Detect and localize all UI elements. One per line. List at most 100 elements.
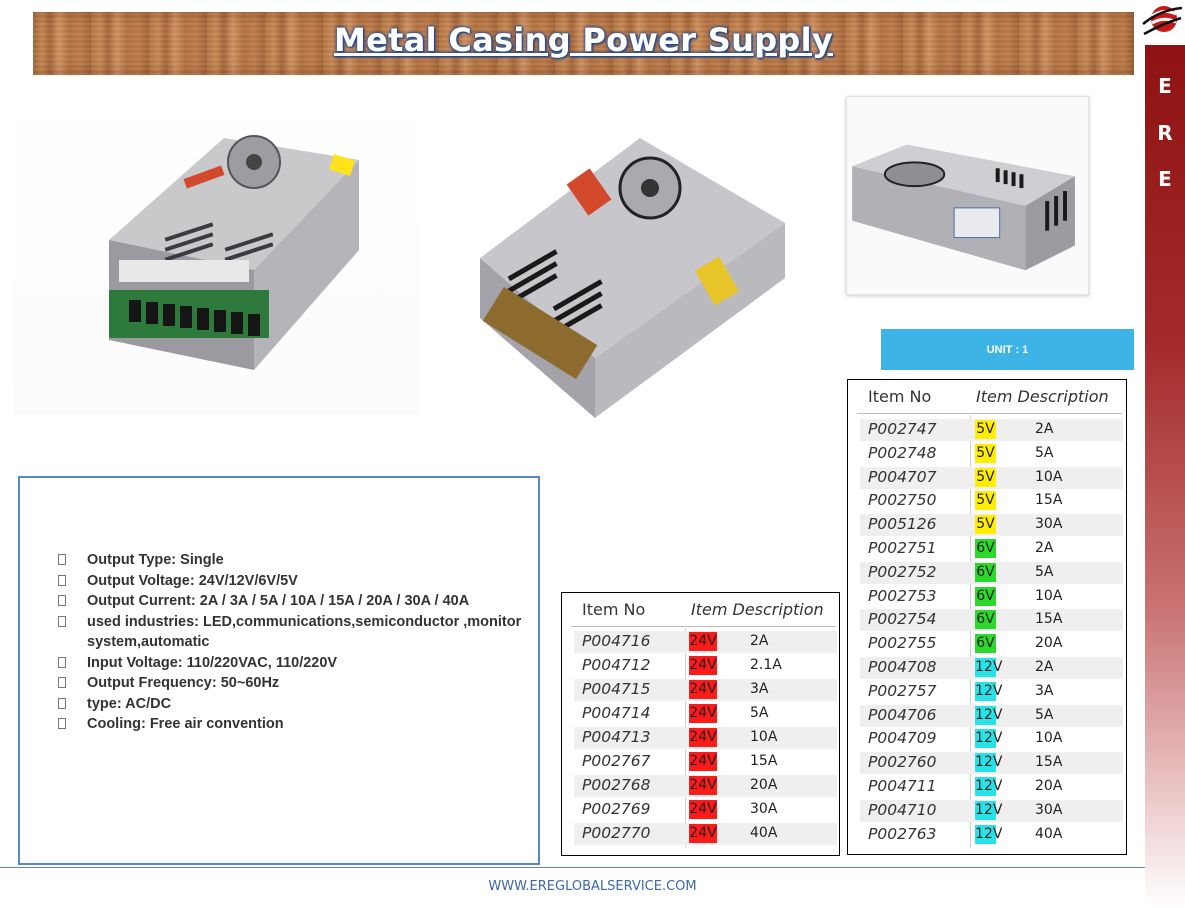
spec-list: Output Type: Single Output Voltage: 24V/… [58,550,528,735]
voltage-badge: 12V [975,800,1003,820]
checkbox-bullet-icon [58,574,66,586]
voltage-badge: 6V [975,610,996,630]
checkbox-bullet-icon [58,595,66,606]
table-row: P004708 12V 2A [848,656,1128,680]
table-row: P002751 6V 2A [848,537,1128,561]
item-number: P002769 [582,800,651,818]
item-number: P002757 [868,681,937,700]
product-photo-1 [14,90,419,415]
voltage-badge: 12V [975,729,1003,749]
voltage-badge: 6V [975,634,996,654]
current-value: 5A [1035,444,1054,461]
power-supply-image [852,144,1075,271]
table-row: P004716 24V 2A [562,630,841,654]
voltage-badge: 5V [975,467,996,487]
item-number: P004710 [868,800,937,819]
checkbox-bullet-icon [58,554,66,565]
item-number: P004714 [582,704,651,722]
item-number: P004716 [582,632,651,650]
voltage-badge: 24V [689,656,717,675]
table-row: P005126 5V 30A [848,513,1128,537]
sidebar-letter: R [1157,121,1173,145]
voltage-badge: 5V [975,491,996,511]
table-row: P004710 12V 30A [848,799,1128,823]
checkbox-bullet-icon [58,615,66,627]
item-number: P004712 [582,656,651,674]
product-table-main: Item No Item Description P002747 5V 2A P002… [847,379,1127,855]
spec-item: Output Current: 2A / 3A / 5A / 10A / 15A… [58,591,528,612]
current-value: 3A [750,681,769,697]
table-row: P002752 6V 5A [848,561,1128,585]
item-number: P002752 [868,562,937,581]
column-header-item-description: Item Description [976,387,1109,406]
current-value: 15A [750,753,778,769]
brand-sidebar: E R E [1145,45,1185,908]
current-value: 5A [1035,706,1054,723]
column-header-item-no: Item No [582,600,646,619]
table-row: P002747 5V 2A [848,418,1128,442]
item-number: P002768 [582,776,651,794]
voltage-badge: 24V [689,680,717,699]
power-supply-image [480,138,785,418]
item-number: P004709 [868,729,937,748]
page-title: Metal Casing Power Supply [333,21,834,59]
footer-url: WWW.EREGLOBALSERVICE.COM [488,879,697,894]
unit-label: UNIT : 1 [881,329,1134,370]
voltage-badge: 12V [975,824,1003,844]
voltage-badge: 24V [689,704,717,723]
current-value: 20A [1035,635,1063,652]
table-row: P004709 12V 10A [848,727,1128,751]
table-header: Item No Item Description [562,593,839,626]
spec-item: Cooling: Free air convention [58,714,528,735]
checkbox-bullet-icon [58,677,66,688]
table-row: P002748 5V 5A [848,442,1128,466]
voltage-badge: 12V [975,658,1003,677]
voltage-badge: 24V [689,776,717,795]
item-number: P002751 [868,539,937,557]
table-row: P002753 6V 10A [848,585,1128,609]
power-supply-image [109,135,359,370]
spec-item: Input Voltage: 110/220VAC, 110/220V [58,653,528,674]
table-row: P002757 12V 3A [848,680,1128,704]
table-row: P004713 24V 10A [562,726,841,750]
item-number: P002750 [868,491,937,510]
current-value: 10A [1035,587,1063,604]
product-photo-3 [846,96,1089,295]
item-number: P002760 [868,753,937,772]
current-value: 30A [1035,801,1063,818]
item-number: P004711 [868,777,937,795]
item-number: P004706 [868,705,937,724]
table-row: P002754 6V 15A [848,608,1128,632]
table-row: P004711 12V 20A [848,775,1128,799]
voltage-badge: 24V [689,752,717,771]
item-number: P002763 [868,824,937,843]
table-row: P004714 24V 5A [562,702,841,726]
voltage-badge: 5V [975,515,996,535]
current-value: 2.1A [750,657,782,673]
current-value: 20A [750,777,778,793]
voltage-badge: 24V [689,632,717,651]
ere-logo-icon [1142,6,1183,36]
header-banner: Metal Casing Power Supply [33,12,1134,75]
item-number: P002767 [582,752,651,770]
voltage-badge: 5V [975,420,996,439]
table-row: P004712 24V 2.1A [562,654,841,678]
specifications-box: Output Type: Single Output Voltage: 24V/… [18,476,540,865]
item-number: P005126 [868,515,937,534]
item-number: P002755 [868,634,937,653]
checkbox-bullet-icon [58,697,66,709]
current-value: 10A [750,729,778,745]
voltage-badge: 5V [975,443,996,463]
product-photo-2 [445,113,835,423]
current-value: 10A [1035,730,1063,747]
voltage-badge: 6V [975,539,996,558]
product-table-24v: Item No Item Description P004716 24V 2A P00… [561,592,840,856]
item-number: P004715 [582,680,651,698]
current-value: 10A [1035,468,1063,485]
table-row: P004706 12V 5A [848,704,1128,728]
voltage-badge: 12V [975,681,1003,701]
current-value: 2A [1035,540,1054,556]
table-row: P002750 5V 15A [848,489,1128,513]
table-row: P002767 24V 15A [562,750,841,774]
table-row: P002768 24V 20A [562,774,841,798]
